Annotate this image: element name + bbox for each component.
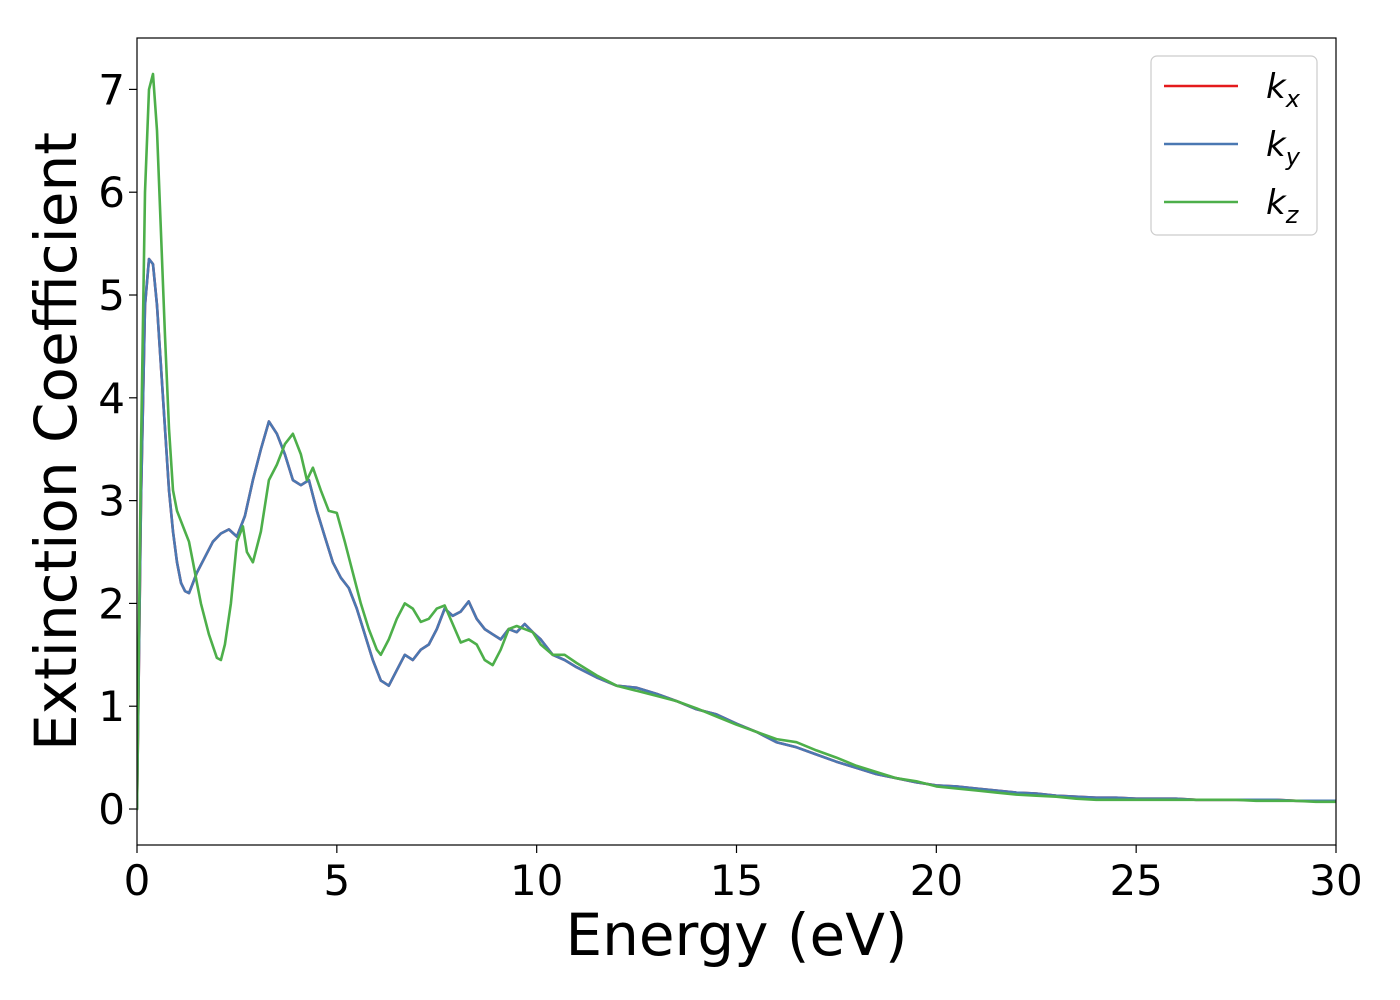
x-tick-label: 25	[1109, 856, 1162, 905]
y-tick-label: 4	[98, 374, 125, 423]
y-tick-label: 5	[98, 271, 125, 320]
y-tick-label: 3	[98, 477, 125, 526]
series-line-y	[137, 257, 1336, 811]
x-tick-label: 10	[510, 856, 563, 905]
y-tick-label: 0	[98, 785, 125, 834]
tick-layer: 0 5 10 15 20 25 30 0 1 2 3 4 5 6 7	[98, 65, 1362, 905]
y-tick-label: 6	[98, 168, 125, 217]
y-tick-label: 1	[98, 682, 125, 731]
legend-box	[1150, 55, 1318, 236]
series-line-z	[137, 72, 1336, 811]
legend-label-x: kx	[1266, 67, 1301, 113]
legend: kx ky kz	[1150, 55, 1318, 236]
x-tick-label: 15	[710, 856, 763, 905]
x-tick-label: 0	[124, 856, 151, 905]
x-axis-title: Energy (eV)	[565, 901, 907, 969]
legend-label-y: ky	[1266, 125, 1301, 171]
y-tick-label: 2	[98, 579, 125, 628]
y-axis-title: Extinction Coefficient	[22, 132, 90, 751]
legend-label-z: kz	[1266, 183, 1300, 229]
x-tick-label: 30	[1309, 856, 1362, 905]
series-layer	[137, 72, 1336, 811]
x-tick-label: 20	[910, 856, 963, 905]
x-tick-label: 5	[323, 856, 350, 905]
plot-frame	[136, 37, 1337, 846]
y-tick-label: 7	[98, 65, 125, 114]
